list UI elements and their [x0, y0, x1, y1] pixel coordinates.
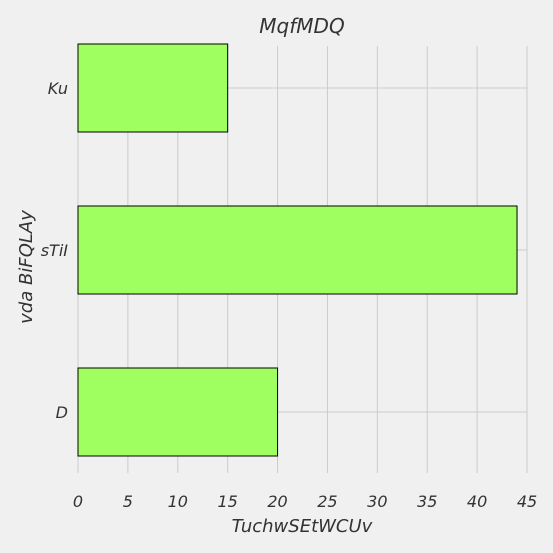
bar-stii [77, 205, 518, 295]
x-tick-label: 25 [317, 492, 337, 511]
x-tick-label: 5 [123, 492, 133, 511]
x-tick-label: 10 [168, 492, 188, 511]
x-tick-label: 30 [367, 492, 387, 511]
y-tick-label: Ku [48, 79, 68, 98]
x-tick-label: 15 [217, 492, 237, 511]
y-tick-label: sTiI [41, 241, 69, 260]
y-axis-label: vda BiFQLAy [16, 210, 37, 324]
x-tick-label: 45 [517, 492, 537, 511]
x-axis-label: TuchwSEtWCUv [232, 516, 373, 537]
x-tick-label: 35 [417, 492, 437, 511]
bar-ku [77, 43, 229, 133]
bar-d [77, 367, 279, 457]
chart-title: MqfMDQ [259, 14, 344, 38]
x-tick-label: 20 [267, 492, 287, 511]
y-tick-label: D [56, 403, 68, 422]
x-tick-label: 0 [73, 492, 83, 511]
x-tick-label: 40 [467, 492, 487, 511]
bar-layer [77, 43, 518, 457]
